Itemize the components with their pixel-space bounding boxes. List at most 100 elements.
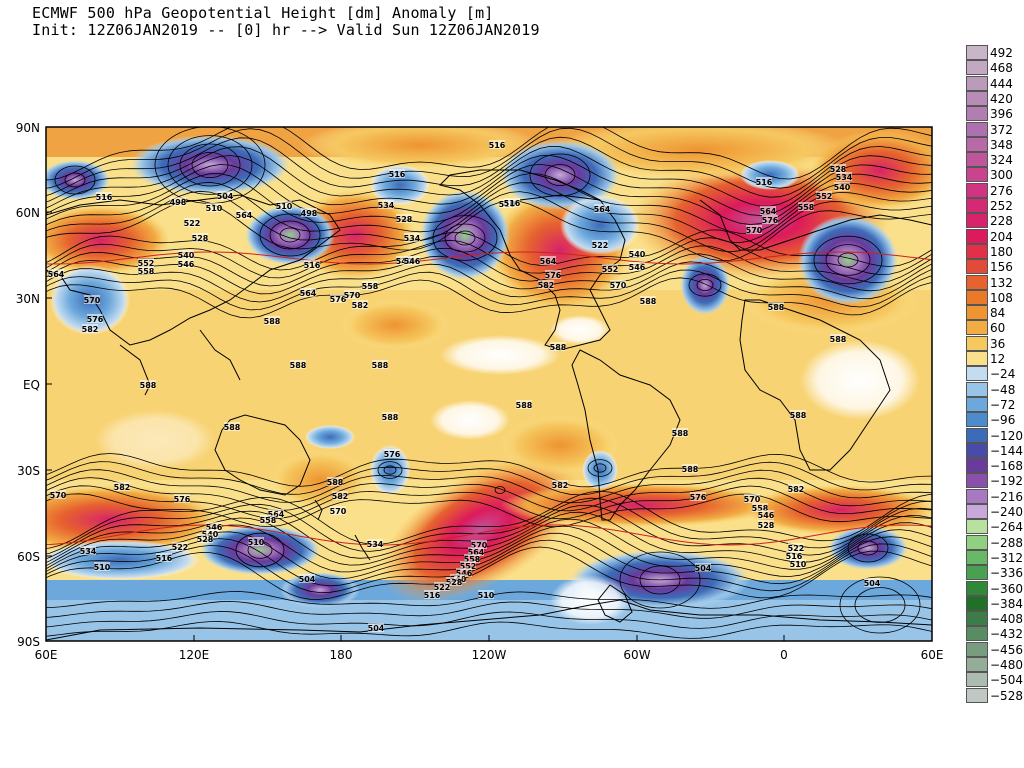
contour-label: 588 (640, 297, 657, 306)
colorbar-swatch (966, 488, 988, 504)
contour-ring (544, 164, 576, 186)
contour-label: 588 (790, 411, 807, 420)
contour-line (46, 154, 932, 216)
contour-line (46, 145, 932, 207)
contour-label: 570 (344, 291, 361, 300)
contour-label: 564 (300, 289, 317, 298)
contour-line (46, 127, 932, 181)
contour-ring (688, 273, 722, 297)
colorbar-label: −432 (990, 627, 1023, 642)
contour-label-bg (367, 539, 383, 548)
contour-label-bg (248, 537, 264, 546)
contour-ring (383, 465, 397, 475)
contour-ring (54, 165, 96, 195)
contour-label-bg (629, 262, 645, 271)
contour-label-bg (138, 258, 154, 267)
contour-label: 570 (50, 491, 67, 500)
colorbar-label: 180 (990, 244, 1013, 259)
contour-label-bg (504, 198, 520, 207)
contour-label-bg (192, 233, 208, 242)
contour-label: 576 (384, 450, 401, 459)
contour-label: 516 (96, 193, 113, 202)
contour-ring (847, 533, 889, 563)
contour-label: 564 (236, 211, 253, 220)
colorbar-label: 492 (990, 46, 1013, 60)
contour-line (46, 261, 932, 303)
contour-line (46, 490, 932, 549)
colorbar-swatch (966, 136, 988, 152)
contour-label-bg (362, 281, 378, 290)
colorbar-swatch (966, 320, 988, 336)
lon-label-180: 180 (329, 648, 353, 662)
contour-label: 516 (389, 170, 406, 179)
contour-label: 510 (206, 204, 223, 213)
contour-label: 588 (290, 361, 307, 370)
colorbar-swatch (966, 687, 988, 703)
contour-label: 528 (758, 521, 775, 530)
contour-label: 546 (629, 263, 646, 272)
contour-label: 540 (834, 183, 851, 192)
contour-label: 522 (788, 544, 805, 553)
contour-label: 528 (192, 234, 209, 243)
colorbar-label: 300 (990, 168, 1013, 183)
contour-label-bg (389, 169, 405, 178)
contour-label-bg (80, 546, 96, 555)
contour-ring (593, 463, 607, 473)
contour-ring (837, 252, 859, 268)
colorbar-swatch (966, 75, 988, 91)
contour-labels: 5165165165164985045105225285405465525585… (48, 140, 881, 633)
colorbar-swatch (966, 182, 988, 198)
contour-label: 564 (468, 548, 485, 557)
contour-label-bg (446, 577, 462, 586)
colorbar-label: 324 (990, 153, 1013, 168)
colorbar-label: −360 (990, 581, 1023, 596)
contour-label: 588 (264, 317, 281, 326)
contour-label-bg (327, 477, 343, 486)
colorbar-swatch (966, 60, 988, 76)
contour-line (46, 199, 932, 262)
contour-label: 546 (758, 511, 775, 520)
contour-line (46, 181, 932, 244)
colorbar-swatch (966, 167, 988, 183)
coastlines (46, 169, 932, 641)
colorbar-label: 132 (990, 275, 1013, 290)
colorbar-swatch (966, 152, 988, 168)
contour-ring (587, 459, 613, 477)
contour-label-bg (184, 218, 200, 227)
colorbar-swatch (966, 305, 988, 321)
contour-label: 582 (538, 281, 555, 290)
contour-label-bg (594, 204, 610, 213)
colorbar-label: −72 (990, 397, 1016, 412)
contour-label: 516 (504, 199, 521, 208)
contour-ring (377, 461, 403, 479)
contour-label: 588 (516, 401, 533, 410)
contour-line (46, 269, 932, 311)
colorbar-swatch (966, 595, 988, 611)
colorbar-swatch (966, 427, 988, 443)
contour-label: 534 (367, 540, 384, 549)
contour-label: 588 (550, 343, 567, 352)
lon-label-60w: 60W (623, 648, 651, 662)
colorbar-label: −288 (990, 535, 1023, 550)
contour-label: 564 (48, 270, 65, 279)
colorbar-swatch (966, 534, 988, 550)
contour-line (46, 136, 932, 198)
contour-label-bg (762, 215, 778, 224)
contour-label: 534 (80, 547, 97, 556)
colorbar-swatch (966, 198, 988, 213)
contour-label: 588 (682, 465, 699, 474)
contour-label: 534 (404, 234, 421, 243)
contour-label-bg (798, 202, 814, 211)
contour-label-bg (290, 360, 306, 369)
contour-label-bg (178, 250, 194, 259)
colorbar-label: 348 (990, 137, 1013, 152)
colorbar-swatch (966, 519, 988, 535)
contour-label: 522 (592, 241, 609, 250)
contour-label: 516 (489, 141, 506, 150)
contour-label: 582 (114, 483, 131, 492)
colorbar-label: 108 (990, 290, 1013, 305)
contour-label: 546 (178, 260, 195, 269)
contour-ring (179, 143, 241, 187)
colorbar-label: 60 (990, 321, 1006, 336)
contour-label: 552 (460, 562, 477, 571)
